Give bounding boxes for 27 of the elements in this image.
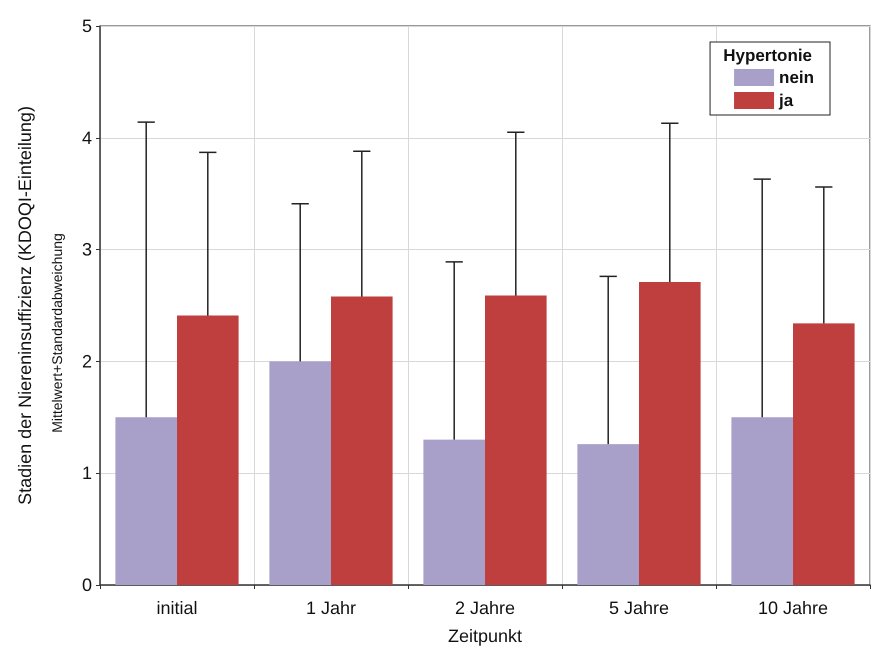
legend-title: Hypertonie <box>723 46 812 65</box>
y-tick-label: 0 <box>82 575 92 595</box>
x-tick-label: 1 Jahr <box>306 598 356 618</box>
bar <box>115 417 177 585</box>
x-tick-label: initial <box>156 598 198 618</box>
x-axis-title: Zeitpunkt <box>448 626 522 646</box>
bar <box>577 444 639 585</box>
text: Mittelwert+Standardabweichung <box>49 233 65 433</box>
y-tick-label: 2 <box>82 351 92 372</box>
bar <box>731 417 793 585</box>
x-tick-label: 5 Jahre <box>608 598 670 618</box>
legend-label: nein <box>779 68 814 87</box>
bar <box>485 295 547 585</box>
bar <box>793 323 855 585</box>
bar <box>639 282 701 585</box>
x-tick-label: 10 Jahre <box>758 598 828 618</box>
bar <box>423 440 485 585</box>
y-axis-title: Stadien der Niereninsuffizienz (KDOQI-Einteilung) <box>15 106 35 505</box>
y-tick-label: 4 <box>82 128 92 148</box>
x-tick-label: 2 Jahre <box>454 598 516 618</box>
y-tick-label: 1 <box>82 463 92 484</box>
bar <box>269 361 331 585</box>
bar <box>331 296 393 585</box>
y-tick-label: 3 <box>82 240 92 260</box>
bar <box>177 316 239 585</box>
y-tick-label: 5 <box>82 16 92 36</box>
legend-label: ja <box>778 91 794 110</box>
